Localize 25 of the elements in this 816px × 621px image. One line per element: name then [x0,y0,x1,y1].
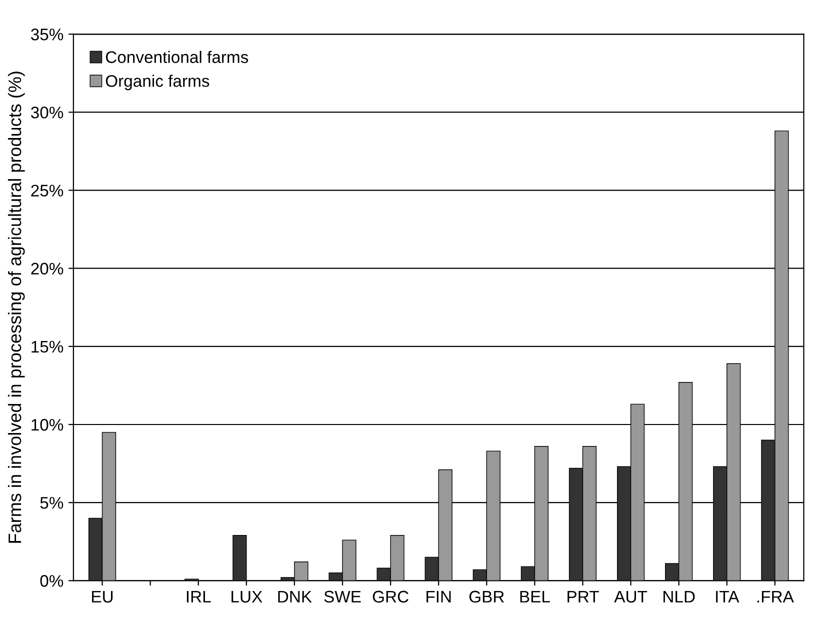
y-tick-label: 35% [30,28,64,40]
x-tick-label: .FRA [757,590,794,602]
x-tick-label: FIN [426,590,451,602]
x-tick-label: EU [92,590,113,603]
y-tick-label: 0% [40,575,64,587]
legend-label: Organic farms [106,74,210,90]
x-tick-label: ITA [716,590,740,602]
x-tick-label: GRC [372,590,408,603]
y-tick-label: 20% [31,262,64,275]
x-tick-label: PRT [568,590,599,602]
x-tick-label: LUX [232,590,262,603]
x-tick-label: AUT [614,590,648,603]
x-tick-label: BEL [520,590,550,602]
x-tick-label: GBR [469,590,504,603]
x-tick-label: IRL [186,590,211,602]
x-tick-label: SWE [324,590,361,603]
y-tick-label: 15% [32,340,64,353]
y-axis-title: Farms in involved in processing of agricultural products (%) [8,72,25,543]
legend-label: Conventional farms [106,50,248,64]
y-tick-label: 30% [30,106,64,118]
x-tick-label: NLD [664,590,695,602]
y-tick-label: 10% [32,418,64,431]
x-tick-label: DNK [278,590,312,602]
y-tick-label: 25% [31,184,64,196]
y-tick-label: 5% [40,497,64,509]
